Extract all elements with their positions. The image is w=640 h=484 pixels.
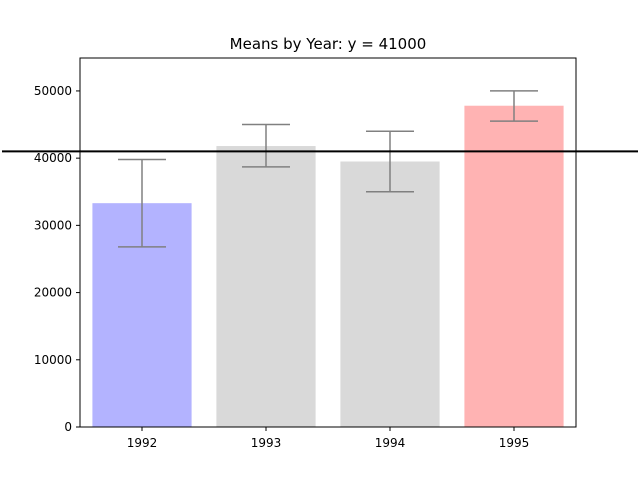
- y-tick-label-10000: 10000: [34, 353, 72, 367]
- errorbar-1995: [490, 90, 538, 122]
- x-tick-label-1993: 1993: [251, 436, 282, 450]
- y-tick-label-40000: 40000: [34, 151, 72, 165]
- x-tick-label-1994: 1994: [375, 436, 406, 450]
- bar-1993: [216, 146, 316, 427]
- errorbar-1992: [118, 158, 166, 248]
- plot-area: [92, 90, 564, 428]
- y-tick-label-30000: 30000: [34, 218, 72, 232]
- y-tick-label-50000: 50000: [34, 84, 72, 98]
- bar-1995: [464, 105, 564, 427]
- y-tick-label-0: 0: [64, 420, 72, 434]
- errorbar-1993: [242, 123, 290, 168]
- x-tick-label-1995: 1995: [499, 436, 530, 450]
- chart-title: Means by Year: y = 41000: [230, 35, 427, 53]
- axes-frame: [79, 57, 577, 428]
- errorbar-1994: [366, 130, 414, 193]
- x-tick-label-1992: 1992: [127, 436, 158, 450]
- bar-1994: [340, 161, 440, 428]
- axes: 0 10000 20000 30000 40000 50000 1992 1993 1994 19…: [2, 57, 638, 450]
- y-tick-label-20000: 20000: [34, 286, 72, 300]
